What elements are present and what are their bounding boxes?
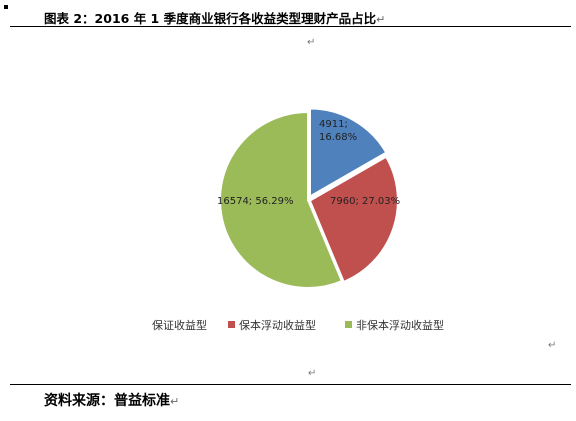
legend-label-2: 保本浮动收益型 bbox=[239, 318, 316, 332]
paragraph-mark: ↵ bbox=[308, 368, 317, 379]
paragraph-mark: ↵ bbox=[307, 37, 316, 48]
pie-slice-2 bbox=[308, 155, 399, 284]
pie-slice-3 bbox=[219, 110, 344, 289]
legend-label-1: 保证收益型 bbox=[152, 318, 207, 332]
slice-labels: 4911; 16.68% 7960; 27.03% 16574; 56.29% bbox=[217, 119, 400, 207]
data-label-1: 4911; bbox=[319, 119, 348, 130]
legend-label-3: 非保本浮动收益型 bbox=[356, 318, 444, 332]
paragraph-mark: ↵ bbox=[170, 395, 180, 408]
title-rule bbox=[10, 26, 571, 27]
chart-legend: 保证收益型 保本浮动收益型 非保本浮动收益型 bbox=[152, 318, 444, 332]
data-label-2: 7960; 27.03% bbox=[330, 196, 400, 207]
source-rule bbox=[10, 384, 571, 385]
legend-swatch-3 bbox=[345, 321, 352, 328]
figure-title: 图表 2：2016 年 1 季度商业银行各收益类型理财产品占比↵ bbox=[44, 8, 385, 27]
pie-slice-1 bbox=[309, 107, 388, 199]
data-label-3: 16574; 56.29% bbox=[217, 196, 294, 207]
pie-slices bbox=[219, 107, 399, 289]
corner-mark bbox=[4, 5, 8, 9]
figure-title-text: 图表 2：2016 年 1 季度商业银行各收益类型理财产品占比 bbox=[44, 11, 377, 26]
data-label-1: 16.68% bbox=[319, 132, 357, 143]
legend-swatch-2 bbox=[228, 321, 235, 328]
paragraph-mark: ↵ bbox=[548, 340, 557, 351]
figure-source: 资料来源：普益标准↵ bbox=[44, 390, 179, 410]
paragraph-mark: ↵ bbox=[376, 13, 386, 26]
figure-source-text: 资料来源：普益标准 bbox=[44, 393, 170, 409]
